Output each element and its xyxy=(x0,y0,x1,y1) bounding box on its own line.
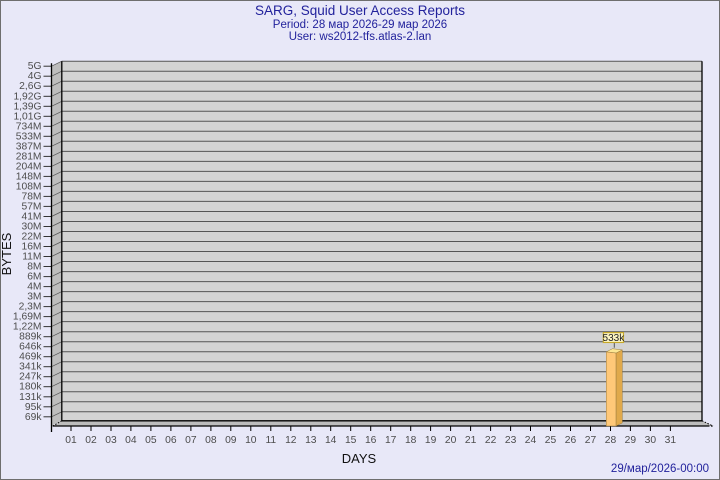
svg-text:23: 23 xyxy=(505,435,517,446)
svg-text:13: 13 xyxy=(305,435,317,446)
svg-text:20: 20 xyxy=(445,435,457,446)
svg-text:10: 10 xyxy=(245,435,257,446)
svg-text:29/мар/2026-00:00: 29/мар/2026-00:00 xyxy=(611,463,709,475)
svg-text:25: 25 xyxy=(545,435,557,446)
svg-text:11: 11 xyxy=(265,435,276,446)
svg-text:21: 21 xyxy=(465,435,477,446)
svg-text:22: 22 xyxy=(485,435,497,446)
svg-text:BYTES: BYTES xyxy=(1,232,14,275)
svg-text:28: 28 xyxy=(605,435,617,446)
svg-text:04: 04 xyxy=(125,435,137,446)
svg-text:02: 02 xyxy=(85,435,97,446)
svg-text:09: 09 xyxy=(225,435,237,446)
svg-text:DAYS: DAYS xyxy=(342,451,377,466)
svg-text:15: 15 xyxy=(345,435,357,446)
svg-text:Period: 28 мар 2026-29 мар 202: Period: 28 мар 2026-29 мар 2026 xyxy=(273,19,447,31)
svg-text:19: 19 xyxy=(425,435,437,446)
svg-text:29: 29 xyxy=(625,435,637,446)
svg-text:14: 14 xyxy=(325,435,337,446)
svg-text:12: 12 xyxy=(285,435,297,446)
svg-text:01: 01 xyxy=(65,435,77,446)
svg-text:24: 24 xyxy=(525,435,537,446)
svg-text:User: ws2012-tfs.atlas-2.lan: User: ws2012-tfs.atlas-2.lan xyxy=(289,31,432,43)
svg-text:31: 31 xyxy=(665,435,677,446)
svg-text:18: 18 xyxy=(405,435,417,446)
svg-text:08: 08 xyxy=(205,435,217,446)
svg-text:17: 17 xyxy=(385,435,397,446)
svg-text:05: 05 xyxy=(145,435,157,446)
svg-text:27: 27 xyxy=(585,435,597,446)
svg-text:533k: 533k xyxy=(603,333,626,344)
svg-text:SARG, Squid User Access Report: SARG, Squid User Access Reports xyxy=(255,3,465,18)
svg-text:06: 06 xyxy=(165,435,177,446)
svg-text:30: 30 xyxy=(645,435,657,446)
svg-text:69k: 69k xyxy=(25,412,42,423)
svg-text:16: 16 xyxy=(365,435,377,446)
svg-text:03: 03 xyxy=(105,435,117,446)
svg-text:07: 07 xyxy=(185,435,197,446)
svg-text:26: 26 xyxy=(565,435,577,446)
